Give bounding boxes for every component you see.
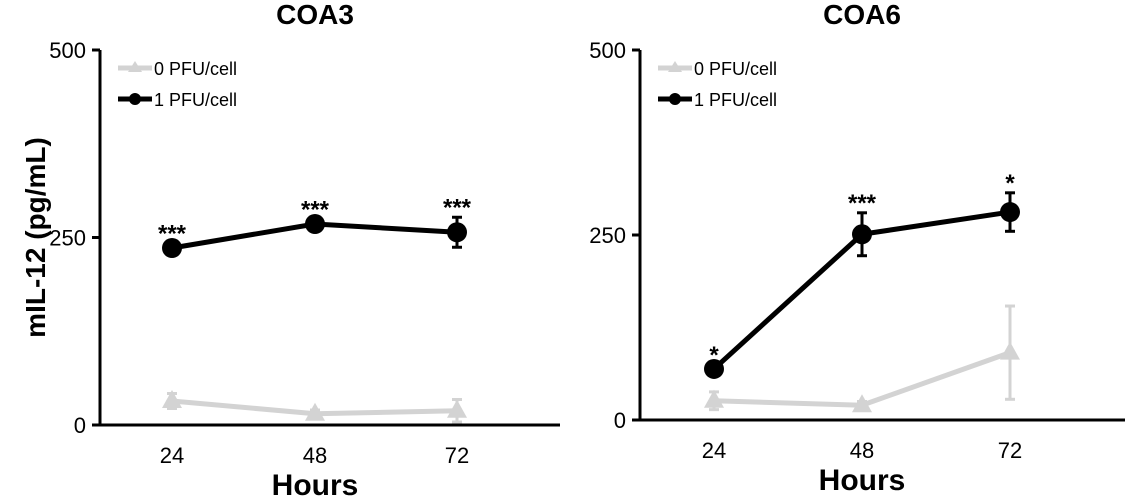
- y-tick-label: 500: [589, 38, 626, 63]
- series-1-pfu: [704, 191, 1020, 379]
- chart-panel-coa3: COA3 0 250 500 24 48 72 Hours mIL-12 (pg/mL) 0 PF…: [20, 0, 560, 501]
- x-tick-label: 72: [998, 438, 1022, 463]
- series-0-pfu: [704, 304, 1020, 413]
- significance-marker: ***: [301, 197, 330, 224]
- y-tick-label: 250: [589, 223, 626, 248]
- chart-panel-coa6: COA6 0 250 500 24 48 72 Hours 0 PFU/cell 1 PFU/ce…: [589, 0, 1125, 497]
- significance-marker: ***: [848, 190, 877, 217]
- series-1-pfu: [162, 214, 467, 258]
- x-tick-label: 24: [702, 438, 726, 463]
- data-point: [447, 222, 467, 243]
- data-point: [162, 390, 182, 408]
- data-point: [447, 399, 467, 418]
- data-point: [852, 224, 872, 245]
- significance-marker: ***: [443, 194, 472, 221]
- data-point: [305, 214, 325, 234]
- x-tick-label: 48: [303, 443, 327, 468]
- significance-marker: ***: [158, 221, 187, 248]
- y-tick-label: 0: [74, 413, 86, 438]
- legend-label: 0 PFU/cell: [694, 59, 777, 79]
- significance-marker: *: [709, 342, 719, 369]
- legend-label: 1 PFU/cell: [694, 90, 777, 110]
- data-point: [852, 394, 872, 413]
- x-axis-label: Hours: [272, 469, 359, 501]
- data-point: [1000, 202, 1020, 223]
- x-axis-label: Hours: [819, 464, 906, 497]
- y-tick-label: 250: [49, 226, 86, 251]
- y-axis-label: mIL-12 (pg/mL): [20, 137, 51, 338]
- chart-title: COA6: [823, 0, 901, 30]
- y-tick-label: 500: [49, 38, 86, 63]
- series-0-pfu: [162, 390, 467, 424]
- legend-marker: [669, 93, 681, 105]
- data-point: [305, 402, 325, 421]
- x-tick-label: 24: [160, 443, 184, 468]
- y-tick-label: 0: [614, 408, 626, 433]
- data-point: [1000, 341, 1020, 360]
- legend-marker: [128, 61, 142, 72]
- legend-marker: [129, 93, 141, 105]
- data-point: [704, 358, 724, 379]
- significance-marker: *: [1005, 170, 1015, 197]
- data-point: [704, 389, 724, 408]
- x-tick-label: 72: [445, 443, 469, 468]
- data-point: [162, 238, 182, 258]
- legend-marker: [668, 61, 682, 72]
- x-tick-label: 48: [850, 438, 874, 463]
- legend-label: 1 PFU/cell: [154, 90, 237, 110]
- legend-label: 0 PFU/cell: [154, 59, 237, 79]
- chart-title: COA3: [276, 0, 354, 30]
